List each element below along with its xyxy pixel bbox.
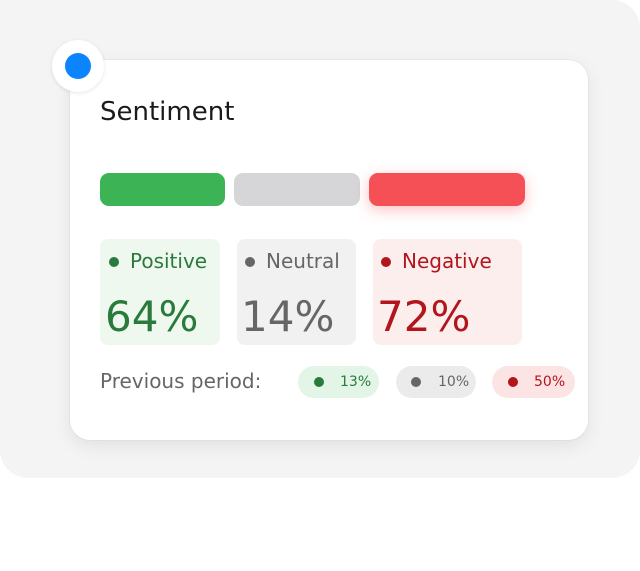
metric-label: Neutral bbox=[266, 249, 340, 273]
metric-value: 14% bbox=[241, 292, 335, 341]
previous-pill: 10% bbox=[396, 366, 476, 398]
status-dot bbox=[245, 257, 255, 267]
negative-box bbox=[373, 239, 522, 345]
positive-bar bbox=[100, 173, 225, 206]
neutral-bar bbox=[234, 173, 360, 206]
positive-box bbox=[100, 239, 220, 345]
neutral-box bbox=[237, 239, 356, 345]
previous-label: Previous period: bbox=[100, 369, 262, 393]
status-dot bbox=[381, 257, 391, 267]
handle-dot[interactable] bbox=[65, 53, 91, 79]
card-title: Sentiment bbox=[100, 97, 235, 127]
pill-dot bbox=[508, 377, 518, 387]
previous-pill: 50% bbox=[492, 366, 575, 398]
pill-dot bbox=[411, 377, 421, 387]
metric-label: Negative bbox=[402, 249, 492, 273]
metric-label: Positive bbox=[130, 249, 208, 273]
metric-value: 72% bbox=[377, 292, 471, 341]
pill-dot bbox=[314, 377, 324, 387]
status-dot bbox=[109, 257, 119, 267]
metric-value: 64% bbox=[105, 292, 199, 341]
previous-pill: 13% bbox=[298, 366, 379, 398]
negative-bar bbox=[369, 173, 525, 206]
